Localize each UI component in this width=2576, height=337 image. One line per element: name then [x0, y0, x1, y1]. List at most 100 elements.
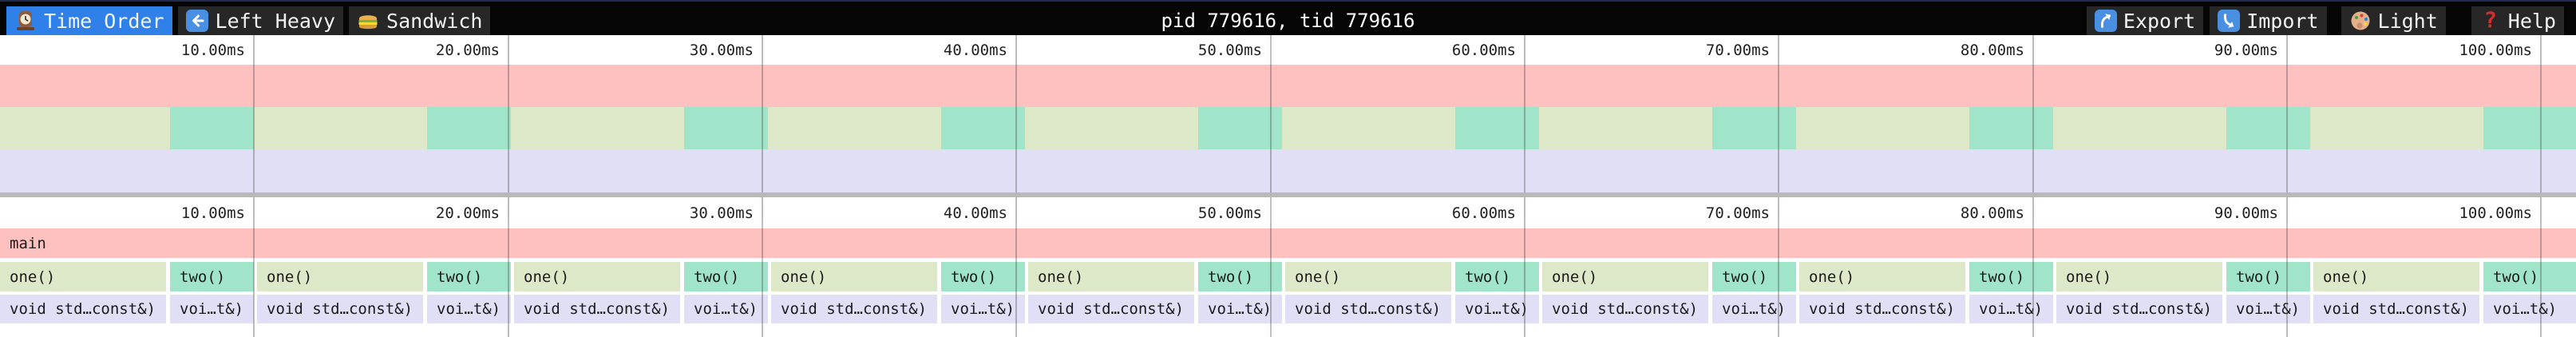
frame-block[interactable]: two() — [427, 262, 511, 291]
frame-block[interactable]: two() — [1198, 262, 1282, 291]
clock-icon — [14, 10, 37, 32]
frame-block[interactable]: voi…t&) — [2483, 295, 2576, 323]
frame-block[interactable]: two() — [941, 262, 1025, 291]
frame-block[interactable]: void std…const&) — [1799, 295, 1965, 323]
tick-label: 20.00ms — [435, 41, 500, 59]
minimap-frame-block[interactable] — [684, 107, 768, 149]
tab-left-heavy[interactable]: Left Heavy — [177, 6, 344, 35]
frame-block[interactable]: one() — [0, 262, 166, 291]
frame-block[interactable]: one() — [2313, 262, 2479, 291]
frame-block[interactable]: void std…const&) — [514, 295, 680, 323]
minimap-frame-block[interactable] — [1198, 107, 1282, 149]
minimap-band-std[interactable] — [0, 149, 2576, 192]
frame-block[interactable]: voi…t&) — [1712, 295, 1796, 323]
tick-label: 40.00ms — [943, 204, 1007, 222]
frame-block[interactable]: two() — [1969, 262, 2053, 291]
frame-block[interactable]: voi…t&) — [170, 295, 254, 323]
theme-toggle-button[interactable]: Light — [2341, 6, 2446, 35]
minimap-frame-block[interactable] — [2226, 107, 2310, 149]
tick-label: 10.00ms — [180, 41, 245, 59]
minimap-frame-block[interactable] — [2483, 107, 2576, 149]
minimap-frame-block[interactable] — [1455, 107, 1539, 149]
tick-label: 50.00ms — [1197, 41, 1262, 59]
flamegraph-row-calls: one() two() one() two() one() two() one() two()… — [0, 262, 2576, 291]
splitter-handle[interactable] — [0, 192, 2576, 197]
palette-icon — [2349, 10, 2372, 32]
frame-block[interactable]: void std…const&) — [1028, 295, 1194, 323]
minimap-band-calls[interactable] — [0, 107, 2576, 149]
tick-label: 40.00ms — [943, 41, 1007, 59]
tab-label: Left Heavy — [215, 9, 336, 33]
frame-block[interactable]: two() — [1455, 262, 1539, 291]
main-timeline-header: 10.00ms 20.00ms 30.00ms 40.00ms 50.00ms 60.00… — [0, 197, 2576, 228]
tick-label: 80.00ms — [1960, 41, 2024, 59]
frame-block[interactable]: void std…const&) — [771, 295, 937, 323]
tick-label: 100.00ms — [2459, 41, 2532, 59]
topbar: Time Order Left Heavy Sandwich pid 77961… — [0, 0, 2576, 35]
flamegraph-row-std: void std…const&) voi…t&) void std…const&) v… — [0, 295, 2576, 323]
sandwich-icon — [357, 10, 379, 32]
tick-label: 50.00ms — [1197, 204, 1262, 222]
minimap-frame-block[interactable] — [1969, 107, 2053, 149]
export-button[interactable]: Export — [2086, 6, 2204, 35]
arrow-curve-down-icon — [2218, 10, 2241, 32]
frame-block[interactable]: void std…const&) — [2056, 295, 2222, 323]
frame-block[interactable]: one() — [771, 262, 937, 291]
frame-block[interactable]: voi…t&) — [1969, 295, 2053, 323]
tick-label: 100.00ms — [2459, 204, 2532, 222]
minimap-frame-block[interactable] — [427, 107, 511, 149]
tab-sandwich[interactable]: Sandwich — [349, 6, 491, 35]
frame-block[interactable]: one() — [1799, 262, 1965, 291]
tick-label: 70.00ms — [1705, 41, 1770, 59]
frame-block[interactable]: one() — [257, 262, 423, 291]
topbar-actions: Export Import Light ? Help — [2086, 6, 2564, 35]
view-tabs: Time Order Left Heavy Sandwich — [6, 6, 491, 35]
minimap-frame-block[interactable] — [941, 107, 1025, 149]
tick-label: 80.00ms — [1960, 204, 2024, 222]
frame-block[interactable]: voi…t&) — [941, 295, 1025, 323]
frame-block[interactable]: voi…t&) — [684, 295, 768, 323]
minimap-timeline-header[interactable]: 10.00ms 20.00ms 30.00ms 40.00ms 50.00ms 60.00… — [0, 35, 2576, 65]
frame-block[interactable]: void std…const&) — [2313, 295, 2479, 323]
frame-block[interactable]: one() — [1285, 262, 1451, 291]
question-icon: ? — [2483, 8, 2497, 33]
frame-block[interactable]: one() — [1028, 262, 1194, 291]
tick-label: 20.00ms — [435, 204, 500, 222]
frame-block[interactable]: two() — [1712, 262, 1796, 291]
frame-block[interactable]: one() — [1542, 262, 1708, 291]
button-label: Import — [2246, 9, 2319, 33]
frame-block[interactable]: voi…t&) — [2226, 295, 2310, 323]
frame-block[interactable]: one() — [514, 262, 680, 291]
frame-block[interactable]: two() — [684, 262, 768, 291]
frame-block[interactable]: two() — [2483, 262, 2576, 291]
frame-block[interactable]: void std…const&) — [257, 295, 423, 323]
frame-block[interactable]: two() — [170, 262, 254, 291]
frame-block[interactable]: voi…t&) — [427, 295, 511, 323]
frame-block[interactable]: main — [0, 228, 2576, 258]
minimap-frame-block[interactable] — [1712, 107, 1796, 149]
frame-block[interactable]: two() — [2226, 262, 2310, 291]
tick-label: 90.00ms — [2214, 41, 2278, 59]
tab-label: Time Order — [44, 9, 164, 33]
left-arrow-icon — [185, 10, 208, 32]
tick-label: 30.00ms — [689, 204, 754, 222]
topbar-accent-line — [0, 0, 2576, 2]
minimap-band-main[interactable] — [0, 65, 2576, 107]
frame-block[interactable]: voi…t&) — [1455, 295, 1539, 323]
frame-block[interactable]: void std…const&) — [1542, 295, 1708, 323]
tick-label: 60.00ms — [1451, 41, 1516, 59]
import-button[interactable]: Import — [2210, 6, 2327, 35]
frame-block[interactable]: void std…const&) — [1285, 295, 1451, 323]
flamegraph-row-main: main — [0, 228, 2576, 258]
tab-label: Sandwich — [386, 9, 483, 33]
button-label: Export — [2123, 9, 2196, 33]
tick-label: 30.00ms — [689, 41, 754, 59]
frame-block[interactable]: void std…const&) — [0, 295, 166, 323]
help-button[interactable]: ? Help — [2471, 6, 2564, 35]
frame-block[interactable]: voi…t&) — [1198, 295, 1282, 323]
tab-time-order[interactable]: Time Order — [6, 6, 172, 35]
tick-label: 90.00ms — [2214, 204, 2278, 222]
frame-block[interactable]: one() — [2056, 262, 2222, 291]
minimap-frame-block[interactable] — [170, 107, 254, 149]
